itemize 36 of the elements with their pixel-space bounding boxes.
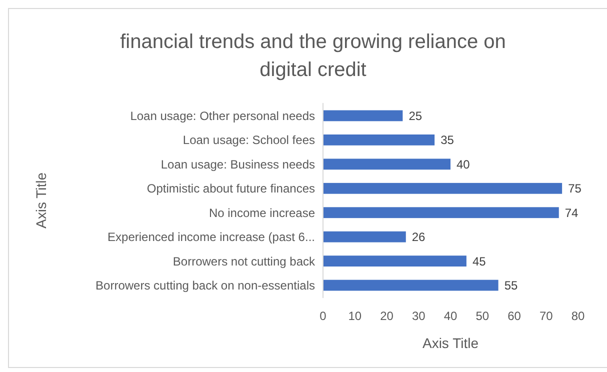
data-label: 35 bbox=[440, 133, 454, 148]
x-tick-label: 60 bbox=[508, 309, 522, 323]
y-tick-label: No income increase bbox=[208, 206, 316, 220]
data-label: 74 bbox=[564, 206, 579, 220]
y-tick-label: Loan usage: School fees bbox=[182, 133, 315, 148]
y-tick-label: Loan usage: Business needs bbox=[160, 157, 315, 172]
x-tick-label: 30 bbox=[412, 309, 426, 323]
y-tick-label: Loan usage: Other personal needs bbox=[130, 108, 315, 123]
y-tick-label: Borrowers not cutting back bbox=[172, 254, 316, 268]
x-tick-label: 70 bbox=[539, 309, 554, 323]
data-label: 26 bbox=[412, 230, 426, 244]
x-tick-label: 20 bbox=[380, 309, 394, 323]
bar bbox=[323, 256, 466, 267]
data-label: 25 bbox=[408, 108, 422, 123]
bar bbox=[323, 207, 559, 218]
bar bbox=[323, 134, 435, 146]
data-label: 55 bbox=[504, 278, 518, 292]
y-tick-label: Experienced income increase (past 6... bbox=[108, 230, 315, 244]
x-tick-label: 50 bbox=[476, 309, 490, 323]
chart-title: financial trends and the growing reliance on digital credit bbox=[120, 31, 506, 81]
x-axis-title: Axis Title bbox=[422, 335, 479, 351]
x-tick-label: 0 bbox=[320, 309, 327, 323]
x-tick-label: 10 bbox=[348, 309, 362, 323]
data-label: 45 bbox=[472, 254, 486, 268]
data-label: 40 bbox=[456, 157, 470, 172]
bar bbox=[323, 158, 450, 170]
x-tick-label: 40 bbox=[444, 309, 458, 323]
y-axis-title: Axis Title bbox=[33, 172, 49, 229]
data-label: 75 bbox=[568, 182, 582, 196]
bar bbox=[323, 182, 562, 194]
bar bbox=[323, 231, 406, 242]
y-tick-label: Borrowers cutting back on non-essentials bbox=[96, 278, 315, 292]
x-tick-label: 80 bbox=[571, 309, 585, 323]
bar bbox=[323, 280, 498, 291]
bar bbox=[323, 110, 403, 122]
y-tick-label: Optimistic about future finances bbox=[146, 182, 315, 196]
